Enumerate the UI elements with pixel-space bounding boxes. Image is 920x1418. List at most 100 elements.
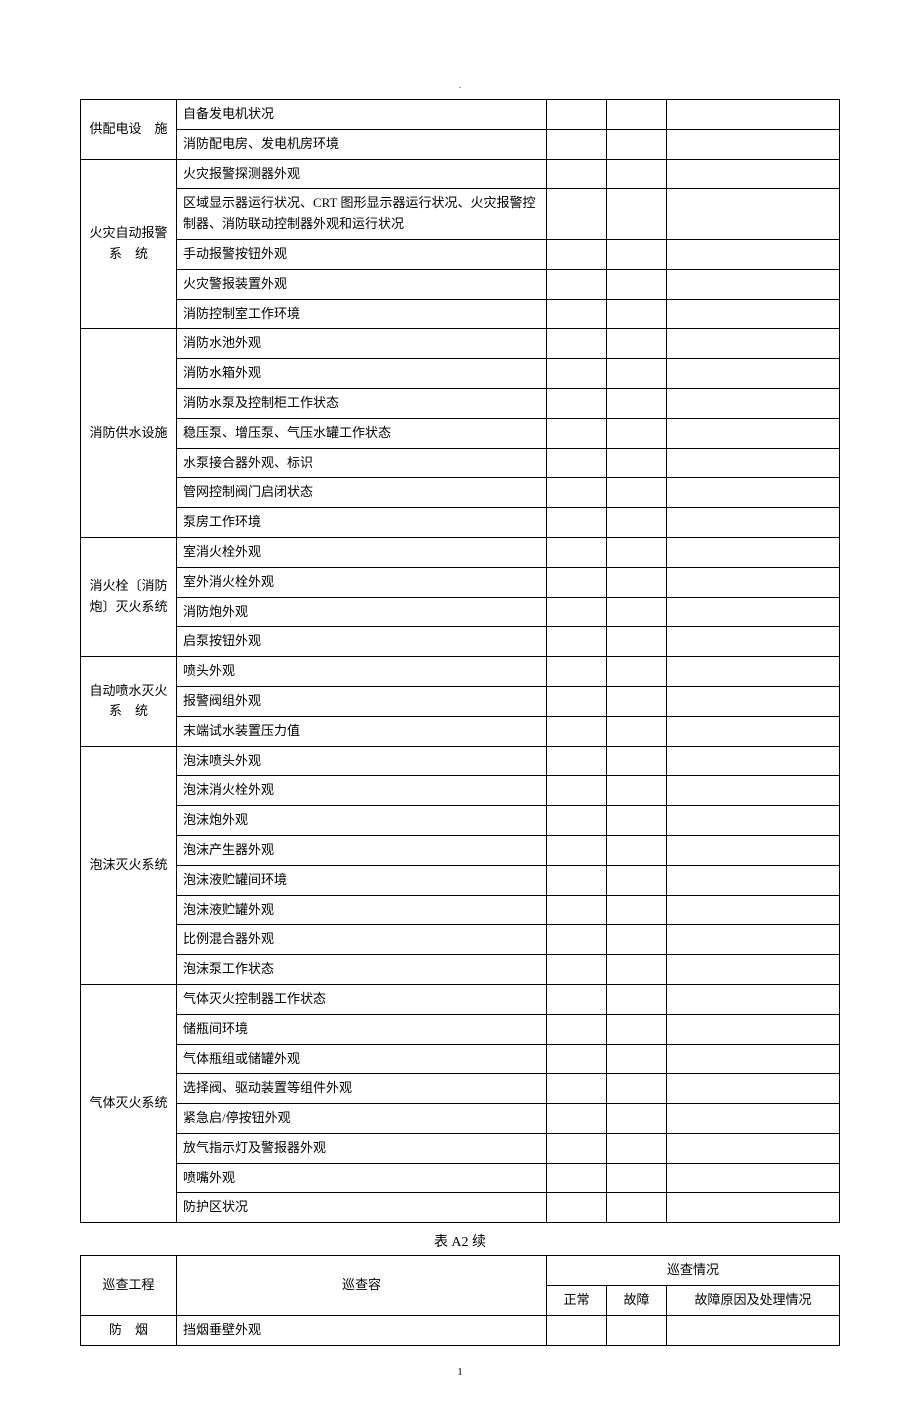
table-row: 手动报警按钮外观 [81, 239, 840, 269]
cell-item: 泵房工作环境 [177, 508, 547, 538]
cell-item: 泡沫液贮罐间环境 [177, 865, 547, 895]
cell-normal [547, 478, 607, 508]
cell-item: 报警阀组外观 [177, 686, 547, 716]
cell-item: 启泵按钮外观 [177, 627, 547, 657]
cell-normal [547, 329, 607, 359]
cell-normal [547, 1014, 607, 1044]
cell-reason [667, 388, 840, 418]
table-row: 泡沫液贮罐外观 [81, 895, 840, 925]
cell-normal [547, 129, 607, 159]
table-row: 报警阀组外观 [81, 686, 840, 716]
table-row: 管网控制阀门启闭状态 [81, 478, 840, 508]
cell-normal [547, 189, 607, 240]
table-row: 气体瓶组或储罐外观 [81, 1044, 840, 1074]
cell-fault [607, 388, 667, 418]
cell-item: 泡沫泵工作状态 [177, 955, 547, 985]
cell-reason [667, 1193, 840, 1223]
cell-item: 挡烟垂壁外观 [177, 1315, 547, 1345]
cell-item: 泡沫消火栓外观 [177, 776, 547, 806]
cell-fault [607, 537, 667, 567]
table-row: 自动喷水灭火系 统喷头外观 [81, 657, 840, 687]
cell-normal [547, 537, 607, 567]
header-col-status-group: 巡查情况 [547, 1256, 840, 1286]
cell-item: 气体灭火控制器工作状态 [177, 984, 547, 1014]
cell-category: 供配电设 施 [81, 100, 177, 160]
cell-fault [607, 984, 667, 1014]
header-col-category: 巡查工程 [81, 1256, 177, 1316]
cell-normal [547, 657, 607, 687]
header-col-normal: 正常 [547, 1286, 607, 1316]
cell-fault [607, 478, 667, 508]
cell-normal [547, 1133, 607, 1163]
table-row: 选择阀、驱动装置等组件外观 [81, 1074, 840, 1104]
cell-normal [547, 1315, 607, 1345]
table-row: 防 烟 挡烟垂壁外观 [81, 1315, 840, 1345]
cell-reason [667, 865, 840, 895]
cell-fault [607, 865, 667, 895]
cell-fault [607, 508, 667, 538]
cell-reason [667, 776, 840, 806]
cell-normal [547, 597, 607, 627]
table-row: 末端试水装置压力值 [81, 716, 840, 746]
cell-item: 消防水泵及控制柜工作状态 [177, 388, 547, 418]
cell-fault [607, 1133, 667, 1163]
cell-fault [607, 716, 667, 746]
cell-normal [547, 627, 607, 657]
table-row: 稳压泵、增压泵、气压水罐工作状态 [81, 418, 840, 448]
cell-fault [607, 686, 667, 716]
cell-reason [667, 955, 840, 985]
cell-normal [547, 269, 607, 299]
cell-normal [547, 865, 607, 895]
cell-fault [607, 239, 667, 269]
cell-reason [667, 835, 840, 865]
cell-reason [667, 299, 840, 329]
cell-category: 防 烟 [81, 1315, 177, 1345]
cell-normal [547, 359, 607, 389]
table-row: 火灾自动报警系 统火灾报警探测器外观 [81, 159, 840, 189]
cell-item: 喷头外观 [177, 657, 547, 687]
cell-fault [607, 448, 667, 478]
cell-reason [667, 129, 840, 159]
cell-normal [547, 299, 607, 329]
cell-normal [547, 239, 607, 269]
table-row: 泡沫液贮罐间环境 [81, 865, 840, 895]
cell-fault [607, 418, 667, 448]
table-row: 火灾警报装置外观 [81, 269, 840, 299]
cell-item: 泡沫产生器外观 [177, 835, 547, 865]
cell-fault [607, 806, 667, 836]
cell-fault [607, 776, 667, 806]
cell-normal [547, 984, 607, 1014]
cell-fault [607, 299, 667, 329]
cell-category: 消防供水设施 [81, 329, 177, 538]
table-row: 供配电设 施自备发电机状况 [81, 100, 840, 130]
cell-fault [607, 359, 667, 389]
cell-normal [547, 567, 607, 597]
table-row: 泡沫消火栓外观 [81, 776, 840, 806]
page-number: 1 [80, 1366, 840, 1378]
table-row: 消防炮外观 [81, 597, 840, 627]
cell-item: 火灾报警探测器外观 [177, 159, 547, 189]
inspection-table-main: 供配电设 施自备发电机状况消防配电房、发电机房环境火灾自动报警系 统火灾报警探测… [80, 99, 840, 1223]
cell-item: 比例混合器外观 [177, 925, 547, 955]
cell-reason [667, 925, 840, 955]
cell-item: 火灾警报装置外观 [177, 269, 547, 299]
table-row: 泵房工作环境 [81, 508, 840, 538]
cell-fault [607, 1163, 667, 1193]
cell-fault [607, 269, 667, 299]
cell-reason [667, 984, 840, 1014]
table-row: 水泵接合器外观、标识 [81, 448, 840, 478]
table-row: 泡沫泵工作状态 [81, 955, 840, 985]
cell-normal [547, 955, 607, 985]
header-col-fault-reason: 故障原因及处理情况 [667, 1286, 840, 1316]
cell-item: 手动报警按钮外观 [177, 239, 547, 269]
table-row: 消防配电房、发电机房环境 [81, 129, 840, 159]
cell-fault [607, 1315, 667, 1345]
table-continuation-title: 表 A2 续 [80, 1231, 840, 1251]
cell-reason [667, 537, 840, 567]
cell-item: 储瓶间环境 [177, 1014, 547, 1044]
cell-fault [607, 159, 667, 189]
cell-fault [607, 1044, 667, 1074]
table-row: 泡沫炮外观 [81, 806, 840, 836]
cell-reason [667, 100, 840, 130]
cell-normal [547, 508, 607, 538]
